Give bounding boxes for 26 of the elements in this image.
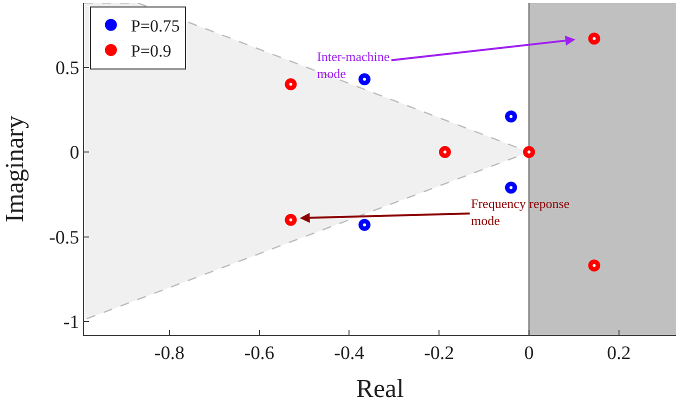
x-tick-label: -0.8 xyxy=(154,342,184,364)
x-tick-label: 0.2 xyxy=(607,342,631,364)
annotation: Frequency reponse mode xyxy=(471,196,570,228)
point xyxy=(588,32,600,45)
y-tick-label: -0.5 xyxy=(49,227,80,248)
x-tick-label: -0.6 xyxy=(244,342,274,364)
point xyxy=(358,73,370,86)
legend-label: P=0.75 xyxy=(130,16,180,36)
x-axis-title: Real xyxy=(356,374,404,403)
point xyxy=(284,214,297,226)
y-tick-label: 0 xyxy=(70,142,80,164)
point xyxy=(588,260,600,272)
point xyxy=(505,182,518,194)
point xyxy=(505,110,518,122)
x-tick-label: 0 xyxy=(524,342,534,364)
annotation: Inter-machine mode xyxy=(317,49,390,81)
y-axis-title: Imaginary xyxy=(0,116,29,222)
point xyxy=(523,146,536,158)
y-tick-label: -1 xyxy=(63,312,80,334)
point xyxy=(358,218,370,231)
y-tick-label: 0.5 xyxy=(55,58,80,80)
legend-label: P=0.9 xyxy=(130,42,172,61)
point xyxy=(438,146,451,158)
x-tick-label: -0.2 xyxy=(424,342,454,364)
point xyxy=(284,78,297,90)
x-tick-label: -0.4 xyxy=(334,342,365,364)
